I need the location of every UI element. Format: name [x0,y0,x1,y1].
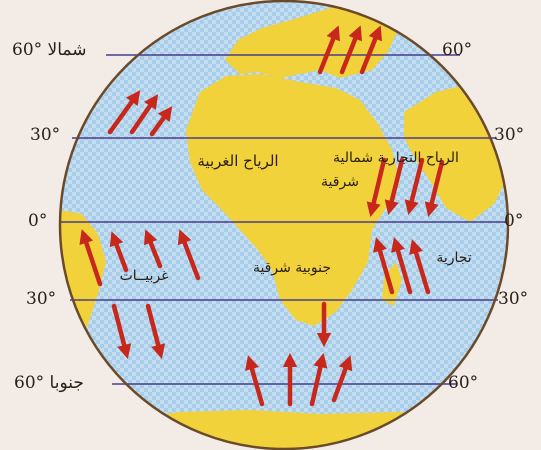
lat-label-right-60n: 60° [442,40,472,60]
arrow-polar-n-1 [317,25,341,75]
arrow-trade-ne-3 [404,157,425,215]
wind-arrows [79,25,445,407]
label-trade-ne-line2: شرقية [321,174,359,190]
arrow-west-s-4 [177,229,201,281]
globe-rim [58,0,510,450]
lat-label-left-0: 0° [28,211,47,231]
arrow-trade-ne-2 [384,157,405,215]
label-trade-word: تجارية [436,250,471,266]
lat-label-left-30s: 30° [26,289,56,309]
arrow-trade-se-2 [391,237,413,295]
label-westerlies-south: غربيــات [120,268,169,284]
arrow-west-s-2 [109,231,129,273]
label-trade-ne-line1: الرياح التجارية شمالية [333,150,459,166]
arrow-polar-s-1 [245,355,265,407]
arrow-polar-n-3 [359,25,383,75]
arrow-west-s-3 [143,229,163,269]
arrow-trade-ne-1 [366,157,387,218]
lat-label-right-0: 0° [504,211,523,231]
arrow-west-n-3 [149,106,173,137]
latitude-lines [60,54,508,385]
africa-land [186,74,400,326]
label-trade-se: جنوبية شرقية [253,260,331,276]
lat-label-right-30n: 30° [494,125,524,145]
arrow-down-s-2 [145,303,166,359]
lat-label-left-60s: 60° جنوبا [14,373,84,393]
arrow-polar-n-2 [339,25,363,75]
arrow-polar-s-4 [331,355,353,403]
arrow-west-s-1 [79,229,103,287]
arrow-trade-se-3 [409,239,431,295]
lat-label-left-30n: 30° [30,125,60,145]
antarctica-land [120,410,470,449]
lat-label-right-30s: 30° [498,289,528,309]
arrow-west-n-1 [107,90,141,135]
arrow-down-s-1 [111,303,132,359]
lat-label-right-60s: 60° [448,373,478,393]
europe-land [225,4,398,78]
arrow-trade-ne-4 [424,159,445,217]
arrow-trade-se-1 [373,237,395,295]
lat-label-left-60n: 60° شمالا [12,40,87,60]
arrow-west-n-2 [129,94,159,135]
arrow-polar-s-3 [309,352,328,407]
label-westerlies-north: الرياح الغربية [197,152,278,170]
